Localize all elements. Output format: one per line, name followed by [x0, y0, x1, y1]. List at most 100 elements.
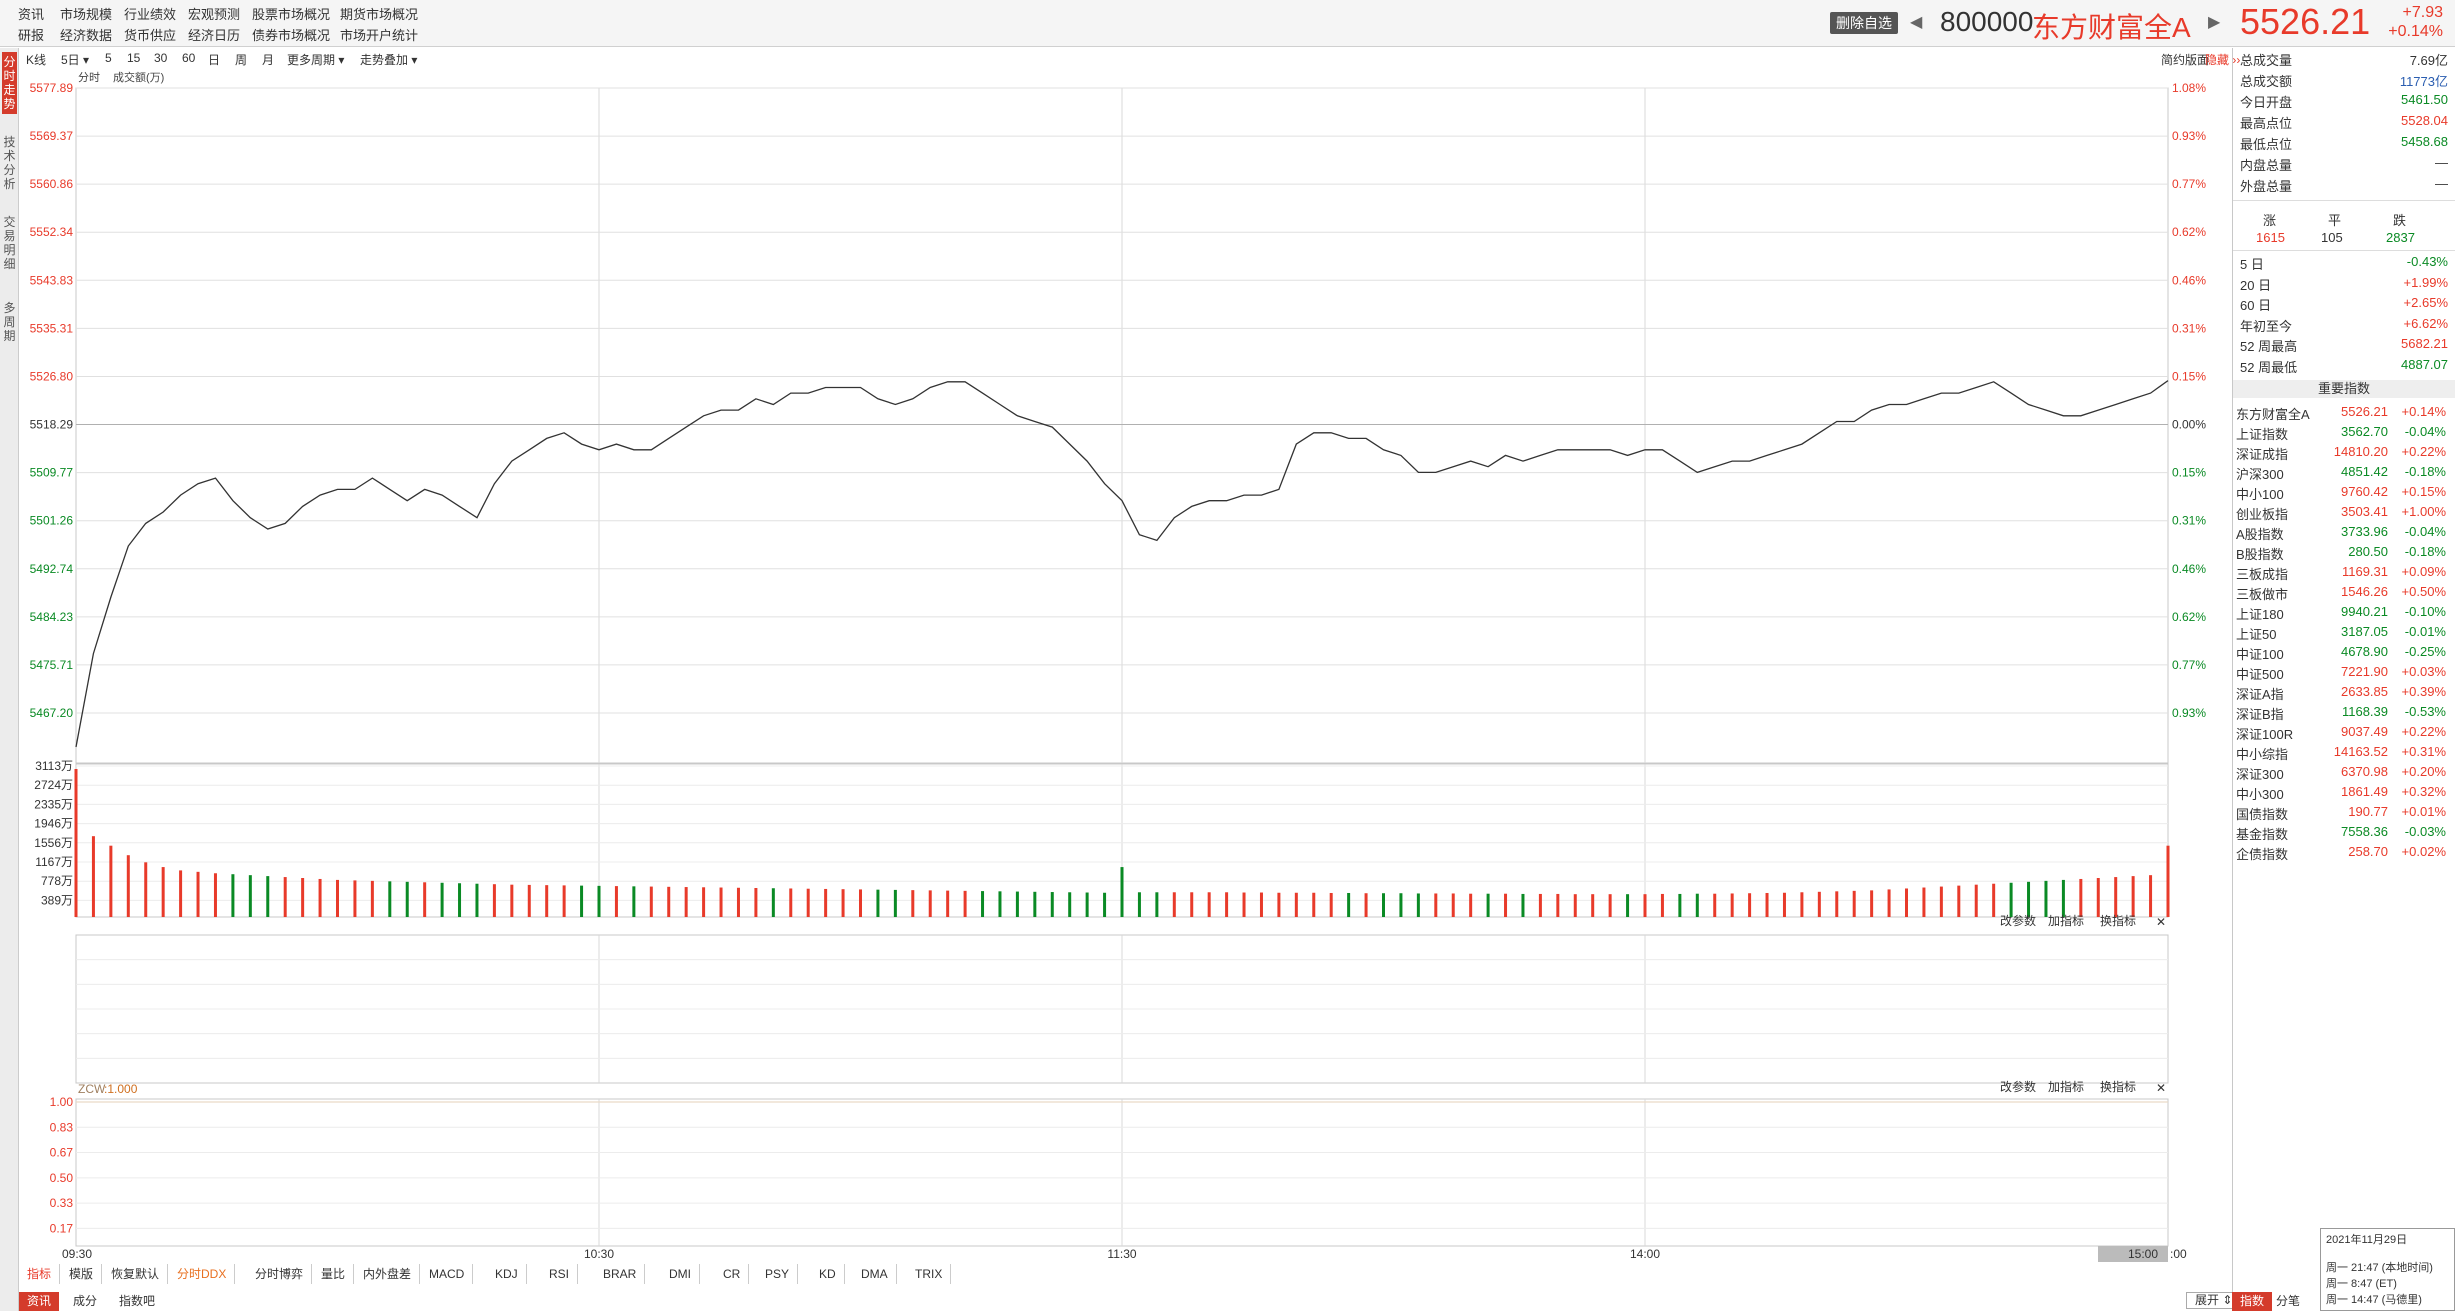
index-row[interactable]: 中小综指 14163.52 +0.31% [2236, 744, 2446, 764]
index-row[interactable]: 企债指数 258.70 +0.02% [2236, 844, 2446, 864]
info-tab-2[interactable]: 指数吧 [119, 1294, 156, 1308]
index-row[interactable]: 深证100R 9037.49 +0.22% [2236, 724, 2446, 744]
indicator-control-1[interactable]: 加指标 [2048, 913, 2084, 928]
price-change: +7.93 +0.14% [2388, 4, 2443, 40]
indicator-control-0[interactable]: 改参数 [2000, 1079, 2036, 1094]
volume-bar [928, 890, 932, 917]
indicator-tab-15[interactable]: DMA [853, 1264, 897, 1284]
next-stock-icon[interactable]: ▶ [2208, 14, 2221, 31]
left-tab-1[interactable]: 技术分析 [3, 135, 16, 191]
index-row[interactable]: B股指数 280.50 -0.18% [2236, 544, 2446, 564]
index-row[interactable]: 三板成指 1169.31 +0.09% [2236, 564, 2446, 584]
indicator-tab-5[interactable]: 量比 [313, 1264, 355, 1284]
period-6[interactable]: 月 [262, 53, 275, 67]
volume-bar [1782, 892, 1786, 917]
indicator-tab-2[interactable]: 恢复默认 [103, 1264, 169, 1284]
volume-bar [702, 887, 706, 917]
left-tab-0[interactable]: 分时走势 [2, 52, 17, 114]
period-0[interactable]: 5 [105, 51, 112, 65]
info-tab-0[interactable]: 资讯 [19, 1292, 60, 1311]
indicator-control-0[interactable]: 改参数 [2000, 913, 2036, 928]
index-row[interactable]: 深证300 6370.98 +0.20% [2236, 764, 2446, 784]
prev-stock-icon[interactable]: ◀ [1910, 14, 1923, 31]
indicator-tab-11[interactable]: DMI [661, 1264, 700, 1284]
nav-item-2-2[interactable]: 货币供应 [124, 28, 177, 43]
indicator-tab-6[interactable]: 内外盘差 [355, 1264, 421, 1284]
indicator-tab-4[interactable]: 分时博弈 [247, 1264, 313, 1284]
indicator-tab-3[interactable]: 分时DDX [169, 1264, 236, 1284]
period-5[interactable]: 周 [235, 53, 248, 67]
nav-item-3[interactable]: 宏观预测 [188, 7, 241, 22]
period-2[interactable]: 30 [154, 51, 168, 65]
indicator-tab-9[interactable]: RSI [541, 1264, 579, 1284]
period-4[interactable]: 日 [208, 53, 221, 67]
divider [2233, 250, 2455, 251]
nav-item-2-3[interactable]: 经济日历 [188, 28, 241, 43]
index-row[interactable]: 中证100 4678.90 -0.25% [2236, 644, 2446, 664]
volume-bar [1922, 887, 1926, 917]
close-icon[interactable]: ✕ [2156, 1081, 2166, 1095]
index-row[interactable]: 上证指数 3562.70 -0.04% [2236, 424, 2446, 444]
volume-bar [2079, 878, 2083, 917]
nav-item-2-0[interactable]: 研报 [18, 28, 45, 43]
indicator-tab-14[interactable]: KD [811, 1264, 845, 1284]
index-name: 东方财富全A [2236, 407, 2310, 422]
index-row[interactable]: 沪深300 4851.42 -0.18% [2236, 464, 2446, 484]
indicator-tab-8[interactable]: KDJ [487, 1264, 527, 1284]
index-row[interactable]: 深证A指 2633.85 +0.39% [2236, 684, 2446, 704]
nav-item-5[interactable]: 期货市场概况 [340, 7, 419, 22]
stat-label: 最高点位 [2240, 116, 2293, 131]
days-select[interactable]: 5日 ▾ [61, 53, 90, 67]
zcw-tick-label: 0.67 [50, 1146, 74, 1160]
nav-item-1[interactable]: 市场规模 [60, 7, 113, 22]
more-periods-select[interactable]: 更多周期 ▾ [287, 53, 345, 67]
index-row[interactable]: 上证50 3187.05 -0.01% [2236, 624, 2446, 644]
indicator-control-1[interactable]: 加指标 [2048, 1079, 2084, 1094]
price-tick-label: 5543.83 [30, 273, 74, 287]
indicator-control-2[interactable]: 换指标 [2100, 913, 2136, 928]
close-icon[interactable]: ✕ [2156, 915, 2166, 929]
remove-watchlist-button[interactable]: 删除自选 [1830, 12, 1898, 34]
nav-item-0[interactable]: 资讯 [18, 7, 45, 22]
indicator-control-2[interactable]: 换指标 [2100, 1079, 2136, 1094]
overlay-select[interactable]: 走势叠加 ▾ [360, 53, 418, 67]
index-row[interactable]: 基金指数 7558.36 -0.03% [2236, 824, 2446, 844]
volume-tick-label: 2335万 [34, 797, 73, 811]
period-1[interactable]: 15 [127, 51, 141, 65]
left-tab-2[interactable]: 交易明细 [3, 215, 16, 271]
indicator-tab-10[interactable]: BRAR [595, 1264, 646, 1284]
kline-button[interactable]: K线 [26, 53, 47, 67]
indicator-tab-13[interactable]: PSY [757, 1264, 799, 1284]
simple-layout-button[interactable]: 简约版面 [2161, 53, 2210, 67]
period-3[interactable]: 60 [182, 51, 196, 65]
indicator-tab-1[interactable]: 模版 [61, 1264, 103, 1284]
volume-bar [771, 888, 775, 917]
index-row[interactable]: 东方财富全A 5526.21 +0.14% [2236, 404, 2446, 424]
indicator-tab-0[interactable]: 指标 [19, 1264, 61, 1284]
right-bottom-tab-1[interactable]: 分笔 [2276, 1294, 2301, 1308]
info-tab-1[interactable]: 成分 [73, 1294, 98, 1308]
nav-item-2-5[interactable]: 市场开户统计 [340, 28, 419, 43]
nav-item-2-4[interactable]: 债券市场概况 [252, 28, 331, 43]
index-row[interactable]: 创业板指 3503.41 +1.00% [2236, 504, 2446, 524]
indicator-tab-16[interactable]: TRIX [907, 1264, 952, 1284]
index-row[interactable]: 中证500 7221.90 +0.03% [2236, 664, 2446, 684]
right-bottom-tab-0[interactable]: 指数 [2232, 1292, 2273, 1311]
nav-item-4[interactable]: 股票市场概况 [252, 7, 331, 22]
index-row[interactable]: 国债指数 190.77 +0.01% [2236, 804, 2446, 824]
index-row[interactable]: 深证B指 1168.39 -0.53% [2236, 704, 2446, 724]
index-row[interactable]: 中小300 1861.49 +0.32% [2236, 784, 2446, 804]
index-row[interactable]: 深证成指 14810.20 +0.22% [2236, 444, 2446, 464]
indicator-tab-7[interactable]: MACD [421, 1264, 474, 1284]
price-tick-label: 5509.77 [30, 466, 74, 480]
index-row[interactable]: 上证180 9940.21 -0.10% [2236, 604, 2446, 624]
nav-item-2-1[interactable]: 经济数据 [60, 28, 113, 43]
nav-item-2[interactable]: 行业绩效 [124, 7, 177, 22]
hide-panel-button[interactable]: 隐藏 ›› [2205, 53, 2241, 67]
index-row[interactable]: 三板做市 1546.26 +0.50% [2236, 584, 2446, 604]
index-row[interactable]: A股指数 3733.96 -0.04% [2236, 524, 2446, 544]
index-row[interactable]: 中小100 9760.42 +0.15% [2236, 484, 2446, 504]
left-tab-3[interactable]: 多周期 [3, 301, 16, 343]
indicator-tab-12[interactable]: CR [715, 1264, 750, 1284]
intraday-chart[interactable]: 5577.89 1.08%5569.37 0.93%5560.86 0.77%5552… [0, 0, 2232, 1264]
